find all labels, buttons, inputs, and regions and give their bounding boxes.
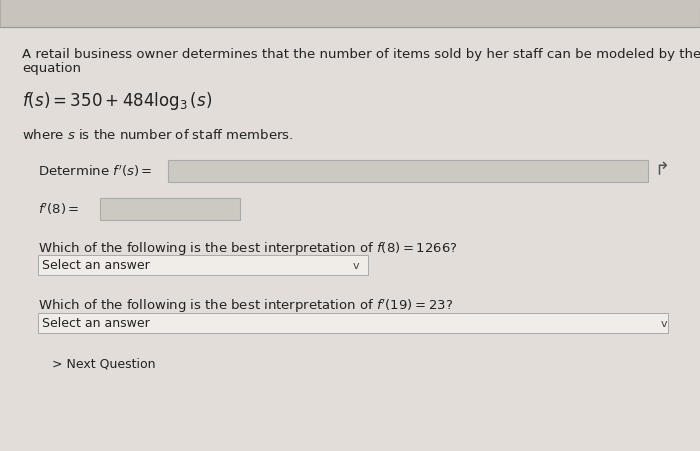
Text: equation: equation [22,62,81,75]
Text: Select an answer: Select an answer [42,317,150,330]
Text: $f'(8) =$: $f'(8) =$ [38,202,80,217]
FancyBboxPatch shape [0,0,700,28]
FancyBboxPatch shape [100,198,240,221]
Text: Which of the following is the best interpretation of $f'(19) = 23$?: Which of the following is the best inter… [38,297,453,315]
Text: ↱: ↱ [654,161,670,179]
Text: Determine $f'(s) =$: Determine $f'(s) =$ [38,164,153,179]
Text: Select an answer: Select an answer [42,259,150,272]
Text: A retail business owner determines that the number of items sold by her staff ca: A retail business owner determines that … [22,48,700,61]
Text: v: v [661,318,667,328]
Text: v: v [353,260,359,271]
Text: $f(s) = 350 + 484\log_3(s)$: $f(s) = 350 + 484\log_3(s)$ [22,90,212,112]
FancyBboxPatch shape [168,161,648,183]
Text: Which of the following is the best interpretation of $f(8) = 1266$?: Which of the following is the best inter… [38,239,458,257]
Text: > Next Question: > Next Question [52,357,155,370]
FancyBboxPatch shape [38,255,368,276]
Text: where $s$ is the number of staff members.: where $s$ is the number of staff members… [22,128,293,142]
FancyBboxPatch shape [38,313,668,333]
